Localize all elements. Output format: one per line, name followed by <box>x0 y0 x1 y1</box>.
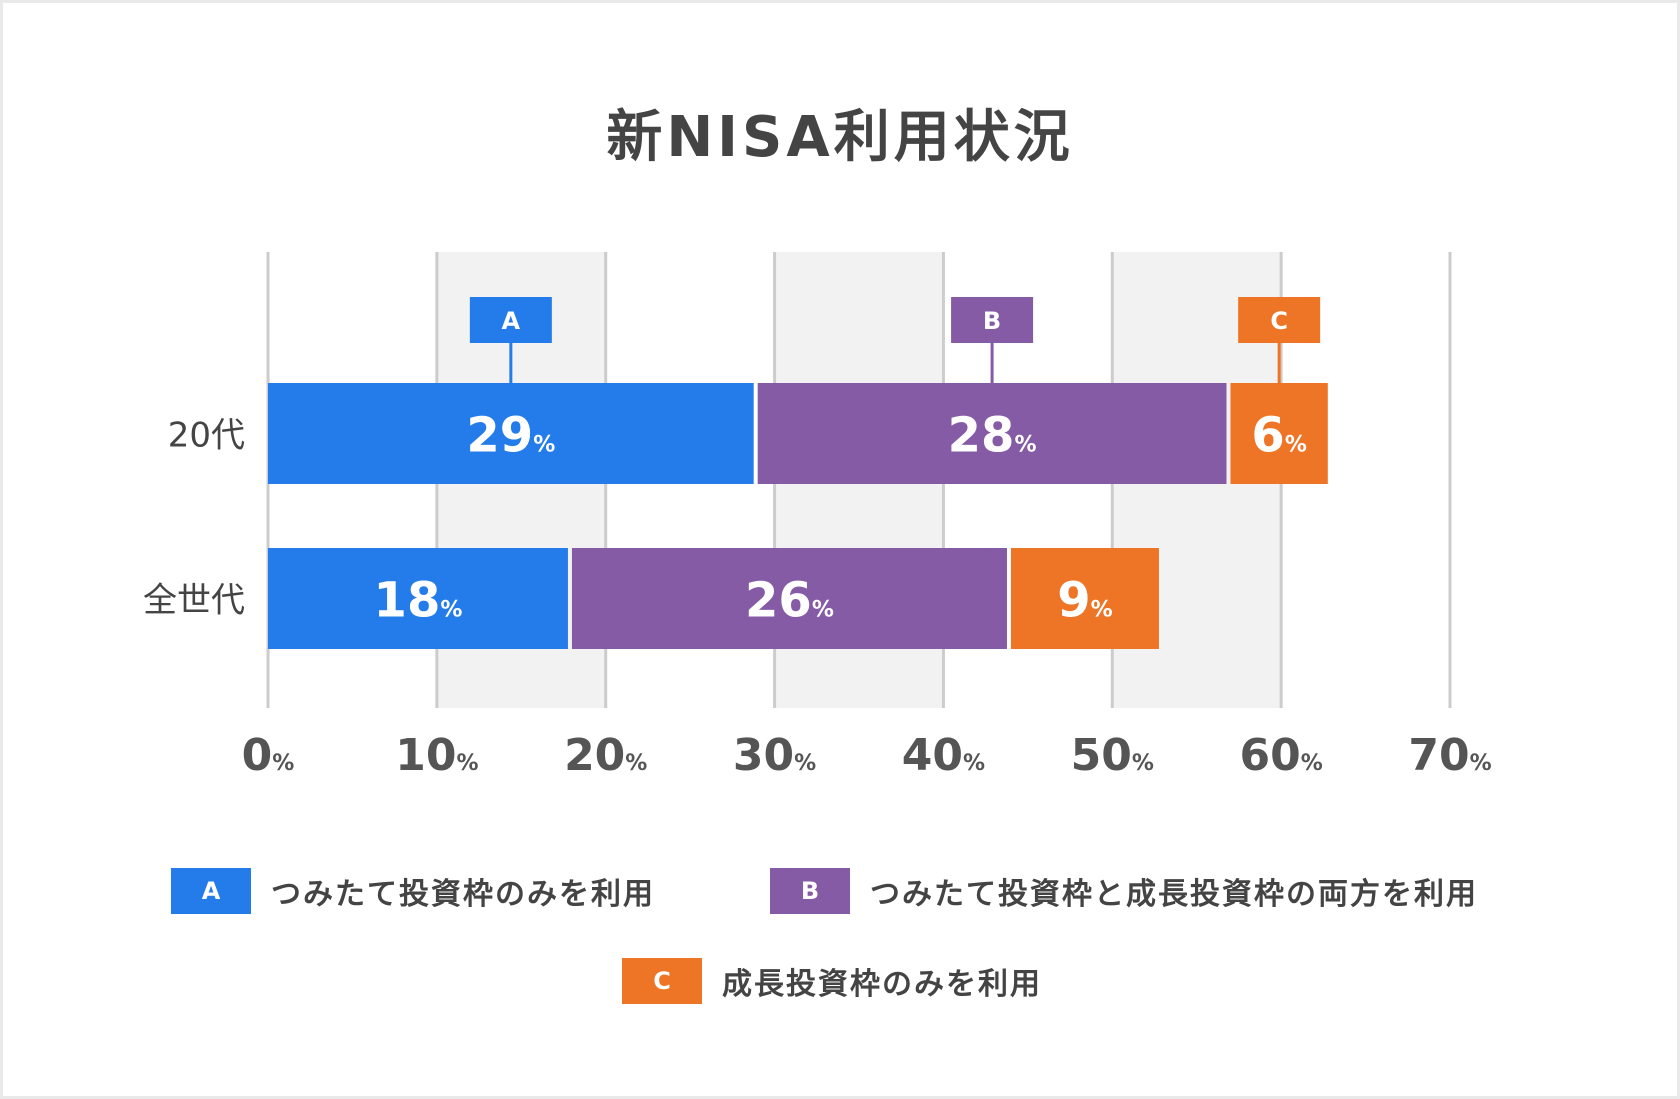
chart-title: 新NISA利用状況 <box>606 105 1074 170</box>
bar-label-c-1: 9% <box>1057 573 1112 629</box>
bar-label-a-1: 18% <box>374 573 463 629</box>
legend-label-c: 成長投資枠のみを利用 <box>722 967 1042 1002</box>
callout-box-a <box>469 297 552 343</box>
legend-swatch-a: A <box>171 868 251 914</box>
legend-item-a: A つみたて投資枠のみを利用 <box>171 868 655 914</box>
bar-a-0 <box>268 383 754 484</box>
callout-box-c <box>1238 297 1321 343</box>
callout-box-b <box>951 297 1034 343</box>
legend-label-b: つみたて投資枠と成長投資枠の両方を利用 <box>870 877 1478 912</box>
bar-label-b-1: 26% <box>745 573 834 629</box>
bar-b-1 <box>571 548 1007 649</box>
x-tick-label-70: 70% <box>1408 730 1491 781</box>
legend-swatch-b: B <box>770 868 850 914</box>
bar-b-0 <box>757 383 1227 484</box>
legend-swatch-c: C <box>622 958 702 1004</box>
x-tick-label-50: 50% <box>1071 730 1154 781</box>
x-tick-label-60: 60% <box>1240 730 1323 781</box>
callout-label-b: B <box>983 307 1001 335</box>
legend-item-b: B つみたて投資枠と成長投資枠の両方を利用 <box>770 868 1478 914</box>
x-tick-label-40: 40% <box>902 730 985 781</box>
legend-label-a: つみたて投資枠のみを利用 <box>271 877 655 912</box>
x-tick-label-20: 20% <box>564 730 647 781</box>
x-tick-label-10: 10% <box>395 730 478 781</box>
callout-label-c: C <box>1270 307 1288 335</box>
bar-label-b-0: 28% <box>948 408 1037 464</box>
category-label-0: 20代 <box>168 416 245 456</box>
bar-label-c-0: 6% <box>1251 408 1306 464</box>
x-tick-label-30: 30% <box>733 730 816 781</box>
x-tick-label-0: 0% <box>242 730 295 781</box>
bar-label-a-0: 29% <box>466 408 555 464</box>
bar-c-0 <box>1230 383 1328 484</box>
bar-c-1 <box>1010 548 1159 649</box>
legend-item-c: C 成長投資枠のみを利用 <box>622 958 1042 1004</box>
bar-a-1 <box>268 548 568 649</box>
category-label-1: 全世代 <box>143 581 245 621</box>
callout-label-a: A <box>502 307 521 335</box>
